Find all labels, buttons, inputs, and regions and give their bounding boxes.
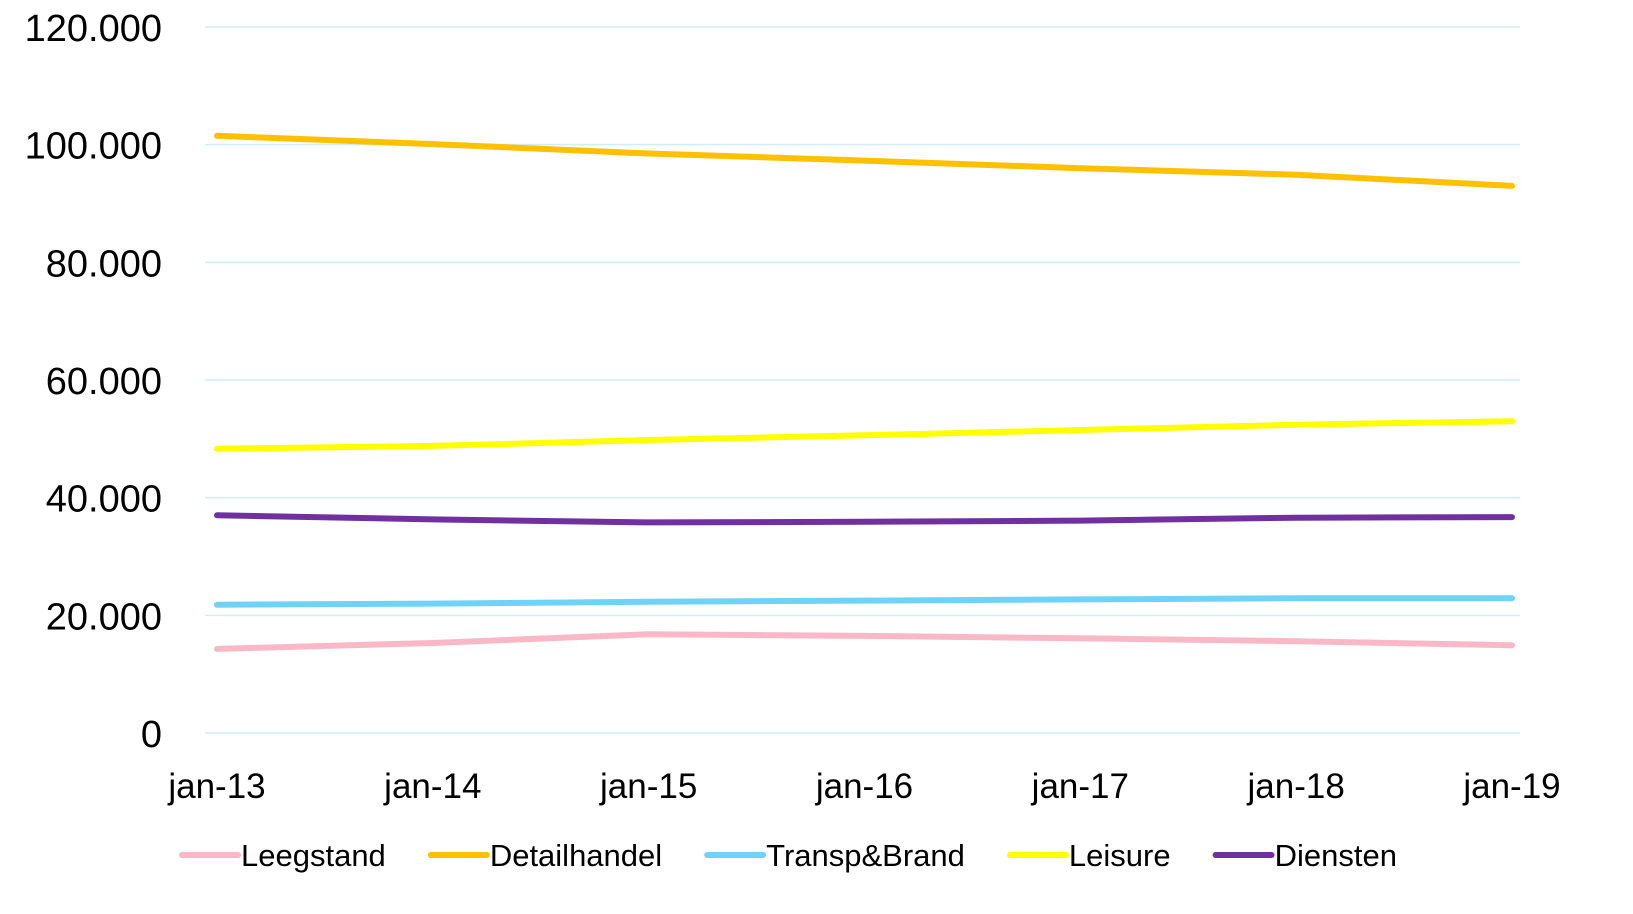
x-tick-label: jan-18 (1247, 767, 1345, 806)
series-line-diensten (214, 512, 1515, 526)
x-axis-tick-labels: jan-13 jan-14 jan-15 jan-16 jan-17 jan-18 jan-… (167, 767, 1560, 806)
series-line-transp-brand (214, 595, 1515, 608)
x-tick-label: jan-16 (815, 767, 913, 806)
legend: Leegstand Detailhandel Transp&Brand Leisure… (179, 838, 1397, 873)
x-tick-label: jan-14 (383, 767, 481, 806)
series-lines (214, 132, 1515, 652)
y-tick-label: 80.000 (46, 243, 162, 285)
series-line-leegstand (214, 631, 1515, 652)
legend-label-diensten: Diensten (1275, 838, 1397, 873)
x-tick-label: jan-13 (167, 767, 265, 806)
y-tick-label: 40.000 (46, 479, 162, 521)
legend-label-transp-brand: Transp&Brand (766, 838, 965, 873)
y-tick-label: 120.000 (25, 8, 162, 50)
y-tick-label: 0 (141, 714, 162, 756)
y-tick-label: 60.000 (46, 361, 162, 403)
x-tick-label: jan-17 (1031, 767, 1129, 806)
y-tick-label: 20.000 (46, 596, 162, 638)
series-line-leisure (214, 418, 1515, 452)
y-tick-label: 100.000 (25, 126, 162, 168)
y-axis-tick-labels: 0 20.000 40.000 60.000 80.000 100.000 120.000 (25, 8, 162, 756)
legend-label-leisure: Leisure (1069, 838, 1171, 873)
series-line-detailhandel (214, 132, 1515, 189)
x-tick-label: jan-15 (599, 767, 697, 806)
legend-label-detailhandel: Detailhandel (490, 838, 662, 873)
gridlines (205, 26, 1520, 734)
x-tick-label: jan-19 (1462, 767, 1560, 806)
legend-label-leegstand: Leegstand (241, 838, 386, 873)
